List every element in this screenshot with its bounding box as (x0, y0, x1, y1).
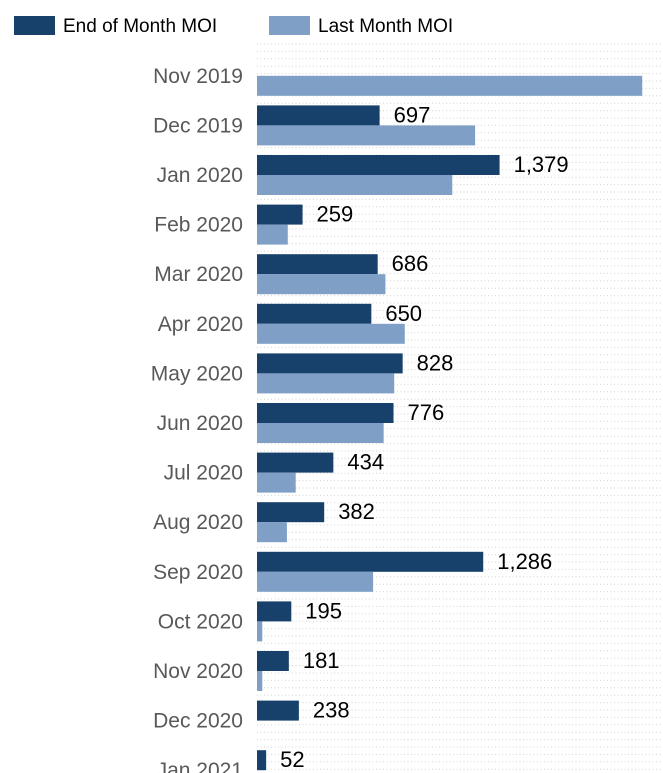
data-labels: 697 1,379 259 686 650 828 776 434 382 1,286 195 181… (280, 102, 568, 772)
legend-swatch-last-month (269, 16, 310, 35)
bar-end-of-month (257, 105, 380, 126)
bar-last-month (257, 373, 395, 394)
legend: End of Month MOI Last Month MOI (14, 16, 453, 37)
bar-end-of-month (257, 254, 378, 275)
bar-end-of-month (257, 403, 394, 423)
category-label: Jun 2020 (157, 412, 243, 435)
bar-last-month (257, 224, 288, 245)
data-label: 259 (317, 202, 354, 227)
bar-last-month (257, 621, 263, 642)
data-label: 1,379 (514, 152, 569, 177)
category-label: Nov 2020 (153, 660, 243, 683)
bar-end-of-month (257, 353, 403, 374)
data-label: 382 (338, 499, 375, 524)
bar-last-month (257, 423, 384, 443)
category-label: Dec 2020 (153, 710, 243, 733)
bar-last-month (257, 571, 374, 592)
bar-end-of-month (257, 651, 289, 671)
category-label: Oct 2020 (158, 610, 243, 633)
bar-end-of-month (257, 452, 334, 473)
category-label: Jan 2021 (157, 759, 243, 773)
category-label: Sep 2020 (153, 561, 243, 584)
bar-end-of-month (257, 303, 372, 324)
data-label: 686 (392, 251, 429, 276)
category-label: Nov 2019 (153, 65, 243, 88)
bar-last-month (257, 125, 476, 146)
data-label: 195 (305, 598, 342, 623)
category-labels: Nov 2019 Dec 2019 Jan 2020 Feb 2020 Mar 2020… (151, 65, 243, 773)
bar-last-month (257, 323, 405, 344)
bar-end-of-month (257, 750, 267, 771)
bar-last-month (257, 472, 296, 493)
category-label: Aug 2020 (153, 511, 243, 534)
legend-swatch-end-of-month (14, 16, 55, 35)
legend-label-end-of-month: End of Month MOI (63, 16, 217, 37)
bar-last-month (257, 75, 643, 96)
category-label: Feb 2020 (154, 214, 243, 237)
bar-end-of-month (257, 155, 500, 175)
data-label: 1,286 (497, 549, 552, 574)
data-label: 181 (303, 648, 340, 673)
bar-end-of-month (257, 551, 484, 572)
category-label: Dec 2019 (153, 114, 243, 137)
bar-end-of-month (257, 502, 325, 523)
data-label: 828 (417, 350, 454, 375)
bar-last-month (257, 274, 386, 295)
legend-label-last-month: Last Month MOI (318, 16, 453, 37)
bar-end-of-month (257, 700, 299, 721)
bar-last-month (257, 522, 287, 543)
category-label: Apr 2020 (158, 313, 243, 336)
data-label: 238 (313, 698, 350, 723)
bar-end-of-month (257, 601, 292, 622)
data-label: 776 (408, 400, 445, 425)
data-label: 52 (280, 747, 304, 772)
category-label: Jan 2020 (157, 164, 243, 187)
bar-last-month (257, 671, 263, 691)
data-label: 434 (347, 450, 384, 475)
bar-last-month (257, 175, 453, 195)
category-label: Mar 2020 (154, 263, 243, 286)
data-label: 650 (385, 301, 422, 326)
category-label: May 2020 (151, 362, 243, 385)
data-label: 697 (394, 102, 431, 127)
category-label: Jul 2020 (164, 462, 243, 485)
bar-end-of-month (257, 204, 303, 225)
bars (257, 75, 643, 771)
